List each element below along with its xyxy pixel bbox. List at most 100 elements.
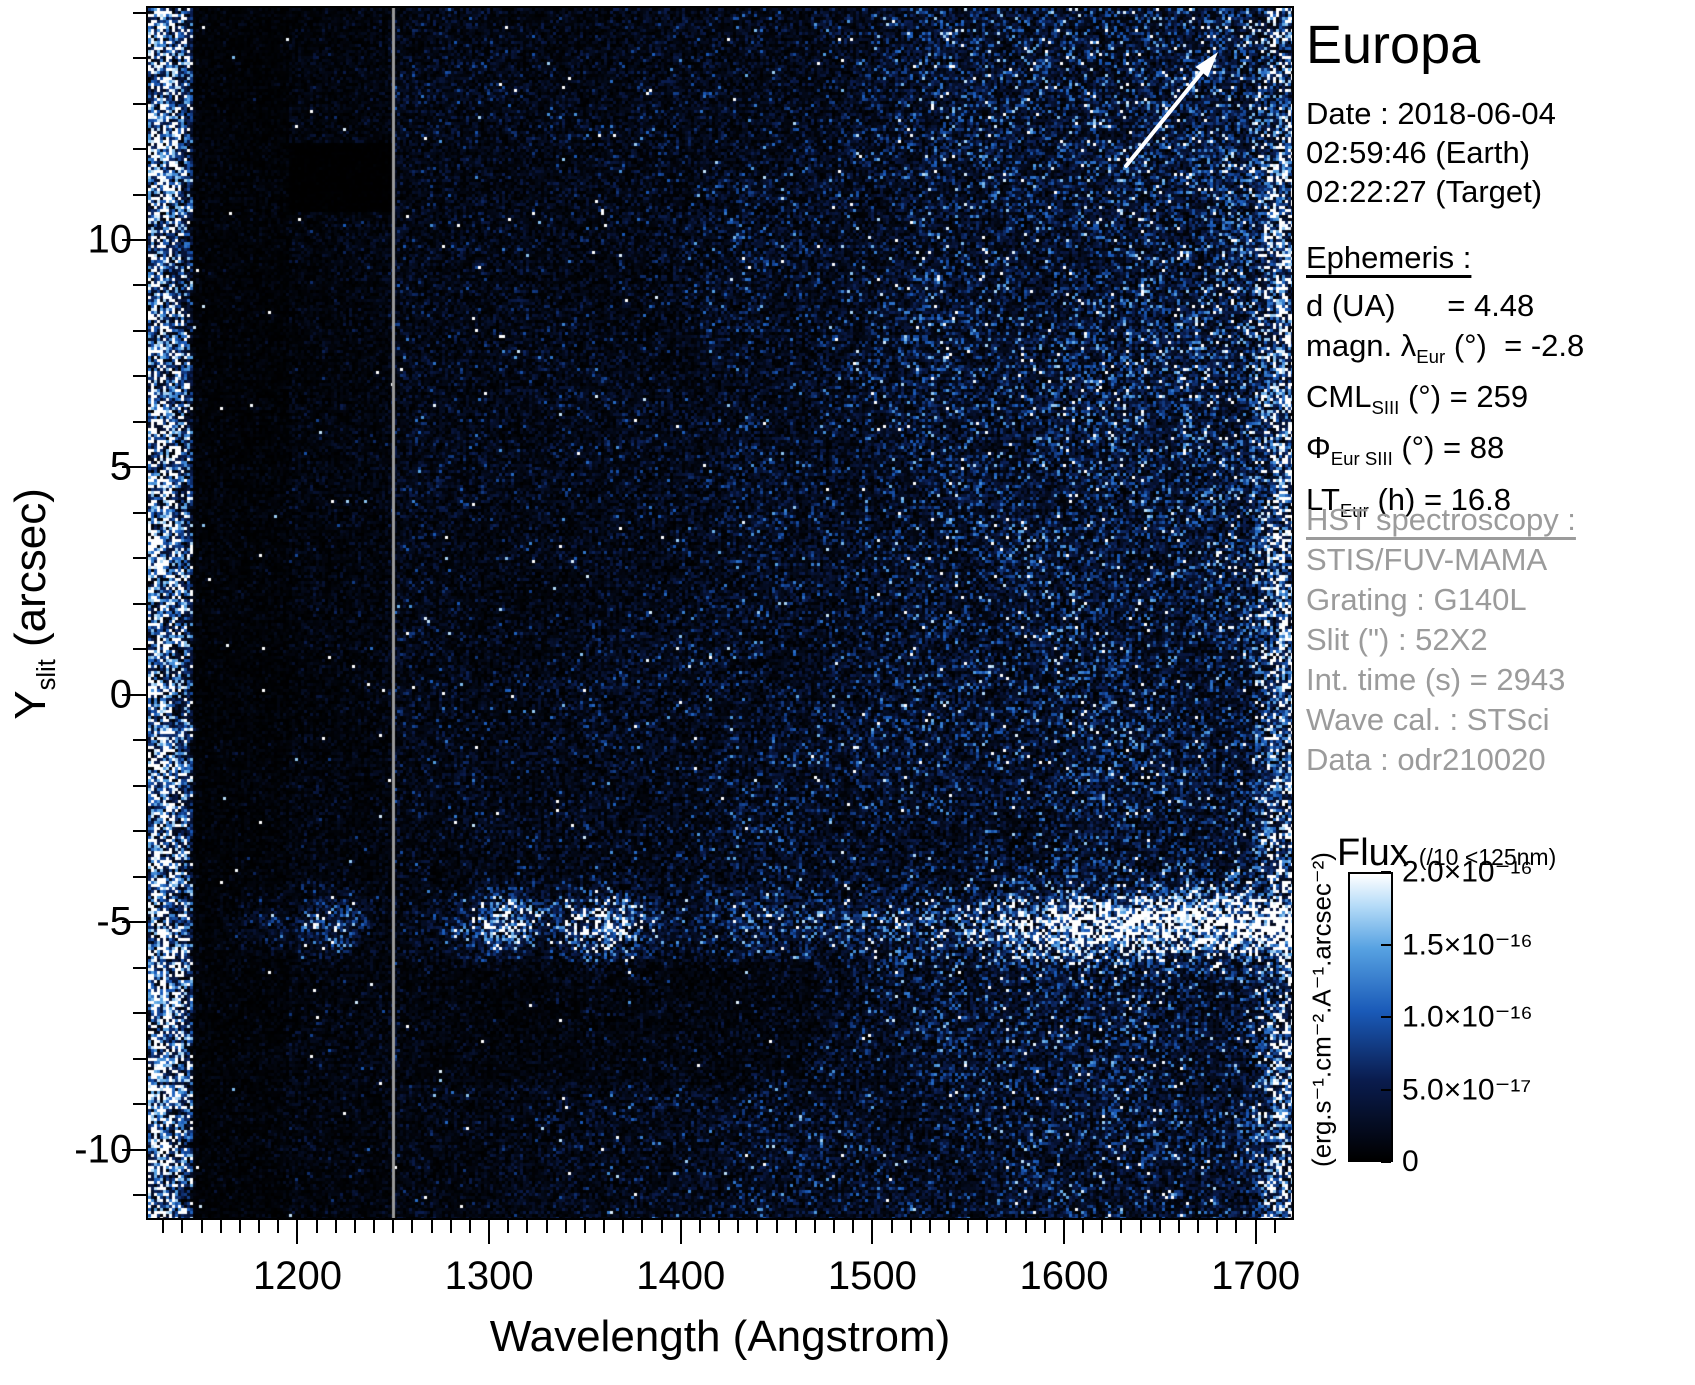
axis-tick [1159, 1220, 1161, 1233]
colorbar-tick [1381, 1088, 1391, 1091]
axis-tick [641, 1220, 643, 1233]
hst-heading: HST spectroscopy : [1306, 502, 1576, 537]
axis-tick [296, 1220, 298, 1244]
axis-tick [1216, 1220, 1218, 1233]
axis-tick [277, 1220, 279, 1233]
axis-tick [1197, 1220, 1199, 1233]
ephemeris-line: ΦEur SIII (°) = 88 [1306, 430, 1505, 470]
hst-line: Grating : G140L [1306, 582, 1527, 617]
colorbar-tick-label: 1.5×10⁻¹⁶ [1402, 928, 1533, 961]
axis-tick [133, 603, 146, 605]
ephemeris-line: CMLSIII (°) = 259 [1306, 379, 1529, 419]
axis-tick [661, 1220, 663, 1233]
y-axis-label-sub: slit [32, 659, 61, 691]
axis-tick [967, 1220, 969, 1233]
axis-tick [1101, 1220, 1103, 1233]
axis-tick [354, 1220, 356, 1233]
north-arrow-icon [1124, 52, 1218, 168]
axis-tick [776, 1220, 778, 1233]
axis-tick [133, 648, 146, 650]
hst-line: Int. time (s) = 2943 [1306, 662, 1566, 697]
axis-tick [565, 1220, 567, 1233]
axis-tick [795, 1220, 797, 1233]
axis-tick [546, 1220, 548, 1233]
colorbar-tick [1381, 1016, 1391, 1018]
axis-tick [133, 830, 146, 832]
hst-line: Data : odr210020 [1306, 742, 1546, 777]
ephemeris-line: d (UA) = 4.48 [1306, 288, 1535, 323]
flux-note: (/10 <125nm) [1418, 844, 1557, 870]
x-axis-label: Wavelength (Angstrom) [489, 1312, 951, 1361]
axis-tick [1178, 1220, 1180, 1233]
x-tick-label: 1200 [252, 1254, 342, 1298]
axis-tick [1005, 1220, 1007, 1233]
axis-tick [507, 1220, 509, 1233]
axis-tick [852, 1220, 854, 1233]
axis-tick [699, 1220, 701, 1233]
y-axis-label-rest: (arcsec) [6, 488, 56, 660]
y-axis-label: Yslit (arcsec) [6, 394, 62, 814]
y-tick-label: 5 [109, 444, 132, 489]
ephemeris-lines: d (UA) = 4.48 magn. λEur (°) = -2.8 CMLSII… [1306, 286, 1584, 531]
axis-tick [133, 375, 146, 377]
axis-tick [133, 1103, 146, 1105]
axis-tick [181, 1220, 183, 1233]
axis-tick [133, 1012, 146, 1014]
axis-tick [910, 1220, 912, 1233]
axis-tick [122, 694, 146, 696]
axis-tick [133, 512, 146, 514]
hst-line: Slit (") : 52X2 [1306, 622, 1488, 657]
axis-tick [122, 466, 146, 468]
axis-tick [814, 1220, 816, 1233]
y-tick-label: 10 [87, 217, 133, 262]
axis-tick [133, 1058, 146, 1060]
ephemeris-heading: Ephemeris : [1306, 240, 1472, 275]
colorbar-tick [1381, 943, 1391, 946]
date-line: Date : 2018-06-04 [1306, 96, 1556, 131]
x-tick-label: 1500 [827, 1254, 917, 1298]
axis-tick [526, 1220, 528, 1233]
axis-tick [162, 1220, 164, 1233]
axis-tick [392, 1220, 394, 1233]
axis-tick [133, 12, 146, 14]
axis-tick [411, 1220, 413, 1233]
axis-tick [986, 1220, 988, 1233]
x-tick-label: 1700 [1211, 1254, 1301, 1298]
y-tick-label: 0 [109, 672, 132, 717]
figure-title: Europa [1306, 15, 1481, 75]
axis-tick [133, 194, 146, 196]
target-time-line: 02:22:27 (Target) [1306, 174, 1543, 209]
observation-datetime: Date : 2018-06-04 02:59:46 (Earth) 02:22… [1306, 94, 1556, 211]
colorbar-tick-label: 2.0×10⁻¹⁶ [1402, 855, 1533, 889]
axis-tick [133, 148, 146, 150]
colorbar-tick-label: 0 [1402, 1145, 1419, 1178]
axis-tick [871, 1220, 873, 1244]
axis-tick [488, 1220, 490, 1244]
colorbar-tick [1381, 1161, 1391, 1163]
axis-tick [1063, 1220, 1065, 1244]
x-tick-label: 1300 [444, 1254, 534, 1298]
axis-tick [122, 921, 146, 923]
hst-line: Wave cal. : STSci [1306, 702, 1550, 737]
axis-tick [622, 1220, 624, 1233]
axis-tick [584, 1220, 586, 1233]
axis-tick [1025, 1220, 1027, 1233]
axis-tick [239, 1220, 241, 1233]
axis-tick [1044, 1220, 1046, 1233]
earth-time-line: 02:59:46 (Earth) [1306, 135, 1531, 170]
axis-tick [316, 1220, 318, 1233]
y-tick-label: -10 [74, 1127, 132, 1172]
hst-line: STIS/FUV-MAMA [1306, 542, 1548, 577]
colorbar-tick-label: 1.0×10⁻¹⁶ [1402, 1000, 1533, 1034]
axis-tick [201, 1220, 203, 1233]
colorbar-title: Flux (/10 <125nm) [1337, 832, 1556, 875]
axis-tick [133, 103, 146, 105]
axis-tick [335, 1220, 337, 1233]
axis-tick [469, 1220, 471, 1233]
axis-tick [948, 1220, 950, 1233]
y-axis-label-main: Y [6, 690, 56, 720]
flux-label: Flux [1337, 832, 1409, 874]
y-tick-label: -5 [96, 899, 132, 944]
axis-tick [133, 557, 146, 559]
ephemeris-line: magn. λEur (°) = -2.8 [1306, 328, 1585, 368]
